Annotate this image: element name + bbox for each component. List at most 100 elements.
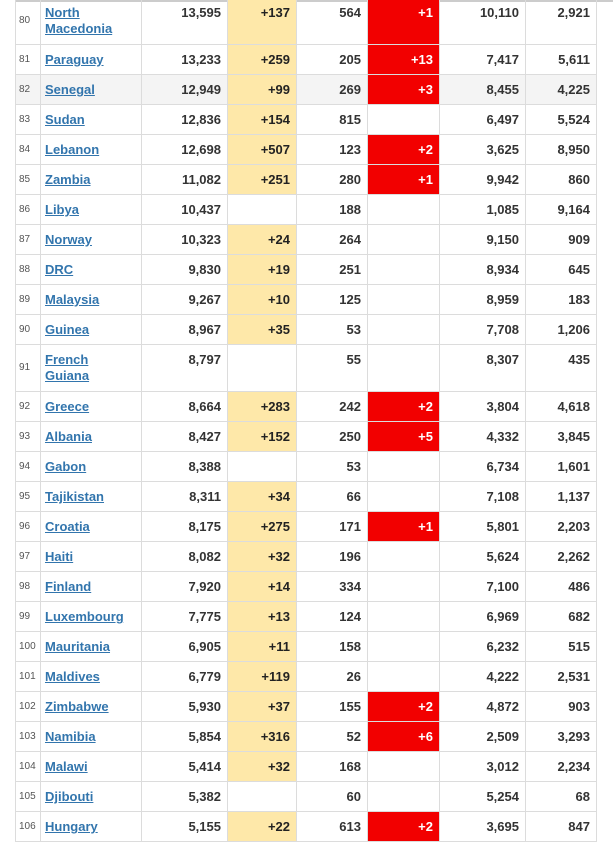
country-link[interactable]: Paraguay	[45, 52, 104, 67]
country-cell: Libya	[40, 194, 142, 225]
active-cases-cell: 645	[525, 254, 597, 285]
new-deaths-cell: +5	[367, 421, 440, 452]
country-link[interactable]: Libya	[45, 202, 79, 217]
new-cases-cell: +251	[227, 164, 297, 195]
total-recovered-cell: 4,332	[439, 421, 526, 452]
country-link[interactable]: Sudan	[45, 112, 85, 127]
total-recovered-cell: 9,942	[439, 164, 526, 195]
total-cases-cell: 12,698	[141, 134, 228, 165]
country-link[interactable]: Djibouti	[45, 789, 94, 804]
total-deaths-cell: 280	[296, 164, 368, 195]
table-row: 94 Gabon 8,388 53 6,734 1,601	[15, 451, 597, 482]
country-link[interactable]: Norway	[45, 232, 92, 247]
table-row: 92 Greece 8,664 +283 242 +2 3,804 4,618	[15, 391, 597, 422]
country-cell: Albania	[40, 421, 142, 452]
active-cases-cell: 860	[525, 164, 597, 195]
active-cases-cell: 4,618	[525, 391, 597, 422]
table-row: 83 Sudan 12,836 +154 815 6,497 5,524	[15, 104, 597, 135]
country-cell: Djibouti	[40, 781, 142, 812]
active-cases-cell: 1,137	[525, 481, 597, 512]
new-deaths-cell: +6	[367, 721, 440, 752]
country-link[interactable]: Guinea	[45, 322, 90, 337]
active-cases-cell: 2,262	[525, 541, 597, 572]
rank-cell: 98	[15, 571, 41, 602]
new-deaths-cell	[367, 751, 440, 782]
country-link[interactable]: Croatia	[45, 519, 90, 534]
active-cases-cell: 435	[525, 344, 597, 392]
country-link[interactable]: Haiti	[45, 549, 74, 564]
rank-cell: 86	[15, 194, 41, 225]
country-cell: Finland	[40, 571, 142, 602]
country-link[interactable]: Hungary	[45, 819, 98, 834]
country-cell: Croatia	[40, 511, 142, 542]
country-link[interactable]: Luxembourg	[45, 609, 124, 624]
total-deaths-cell: 251	[296, 254, 368, 285]
total-deaths-cell: 53	[296, 451, 368, 482]
country-cell: Maldives	[40, 661, 142, 692]
country-link[interactable]: Zimbabwe	[45, 699, 109, 714]
rank-cell: 85	[15, 164, 41, 195]
country-cell: Paraguay	[40, 44, 142, 75]
table-row: 97 Haiti 8,082 +32 196 5,624 2,262	[15, 541, 597, 572]
rank-cell: 88	[15, 254, 41, 285]
active-cases-cell: 2,234	[525, 751, 597, 782]
country-link[interactable]: Lebanon	[45, 142, 100, 157]
new-deaths-cell	[367, 481, 440, 512]
country-link[interactable]: Senegal	[45, 82, 95, 97]
rank-cell: 101	[15, 661, 41, 692]
total-deaths-cell: 242	[296, 391, 368, 422]
country-link[interactable]: Namibia	[45, 729, 96, 744]
new-deaths-cell	[367, 314, 440, 345]
country-link[interactable]: Gabon	[45, 459, 87, 474]
total-recovered-cell: 8,455	[439, 74, 526, 105]
total-deaths-cell: 264	[296, 224, 368, 255]
country-cell: French Guiana	[40, 344, 142, 392]
total-cases-cell: 9,830	[141, 254, 228, 285]
country-link[interactable]: Mauritania	[45, 639, 111, 654]
total-deaths-cell: 123	[296, 134, 368, 165]
country-link[interactable]: Maldives	[45, 669, 100, 684]
country-link[interactable]: Greece	[45, 399, 90, 414]
country-cell: Sudan	[40, 104, 142, 135]
country-link[interactable]: Malawi	[45, 759, 88, 774]
country-link[interactable]: Malaysia	[45, 292, 100, 307]
total-cases-cell: 5,930	[141, 691, 228, 722]
table-row: 89 Malaysia 9,267 +10 125 8,959 183	[15, 284, 597, 315]
total-deaths-cell: 334	[296, 571, 368, 602]
table-row: 102 Zimbabwe 5,930 +37 155 +2 4,872 903	[15, 691, 597, 722]
rank-cell: 105	[15, 781, 41, 812]
active-cases-cell: 1,206	[525, 314, 597, 345]
country-link[interactable]: DRC	[45, 262, 74, 277]
country-link[interactable]: Albania	[45, 429, 92, 444]
active-cases-cell: 486	[525, 571, 597, 602]
table-row: 82 Senegal 12,949 +99 269 +3 8,455 4,225	[15, 74, 597, 105]
country-link[interactable]: Finland	[45, 579, 92, 594]
country-link[interactable]: Tajikistan	[45, 489, 105, 504]
total-deaths-cell: 815	[296, 104, 368, 135]
total-cases-cell: 8,797	[141, 344, 228, 392]
country-cell: Zambia	[40, 164, 142, 195]
new-deaths-cell: +1	[367, 164, 440, 195]
country-link[interactable]: Zambia	[45, 172, 91, 187]
rank-cell: 104	[15, 751, 41, 782]
table-row: 95 Tajikistan 8,311 +34 66 7,108 1,137	[15, 481, 597, 512]
new-cases-cell: +14	[227, 571, 297, 602]
country-cell: Namibia	[40, 721, 142, 752]
country-link[interactable]: North Macedonia	[45, 5, 113, 36]
country-cell: Greece	[40, 391, 142, 422]
new-deaths-cell	[367, 631, 440, 662]
active-cases-cell: 1,601	[525, 451, 597, 482]
new-cases-cell: +22	[227, 811, 297, 842]
new-deaths-cell: +3	[367, 74, 440, 105]
new-deaths-cell	[367, 661, 440, 692]
rank-cell: 97	[15, 541, 41, 572]
table-row: 106 Hungary 5,155 +22 613 +2 3,695 847	[15, 811, 597, 842]
country-cell: Tajikistan	[40, 481, 142, 512]
table-row: 84 Lebanon 12,698 +507 123 +2 3,625 8,950	[15, 134, 597, 165]
total-cases-cell: 8,388	[141, 451, 228, 482]
table-row: 96 Croatia 8,175 +275 171 +1 5,801 2,203	[15, 511, 597, 542]
country-link[interactable]: French Guiana	[45, 352, 90, 383]
new-deaths-cell: +1	[367, 0, 440, 45]
total-cases-cell: 8,967	[141, 314, 228, 345]
total-cases-cell: 8,311	[141, 481, 228, 512]
